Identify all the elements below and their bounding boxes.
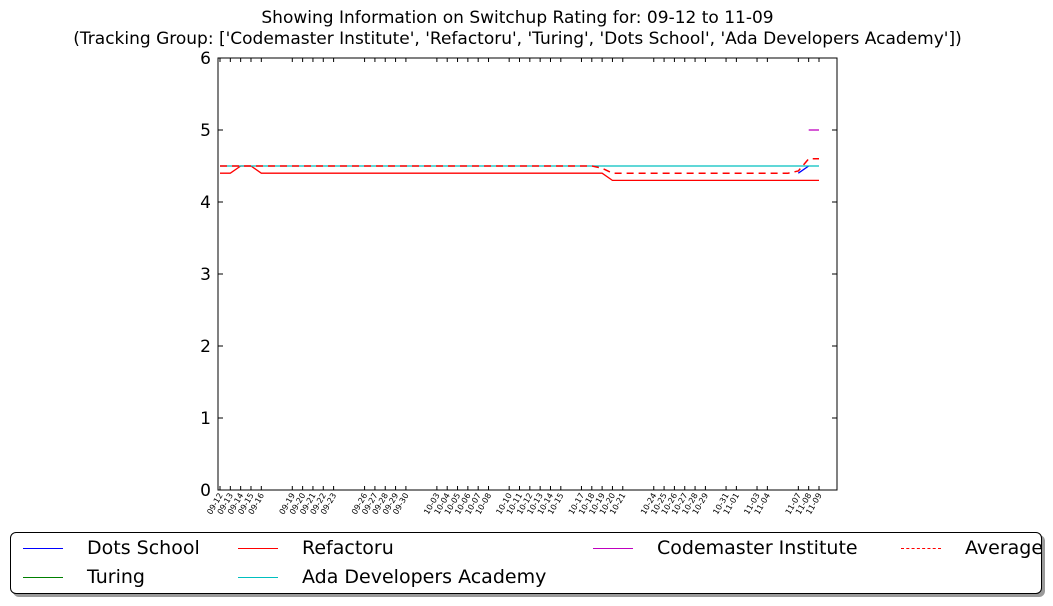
y-tick-label: 1	[200, 409, 211, 429]
legend-item-codemaster-institute: Codemaster Institute	[593, 536, 858, 560]
y-tick-label: 3	[200, 265, 211, 285]
legend-swatch	[23, 547, 63, 549]
plot-area	[217, 57, 838, 491]
series-line-dots-school	[797, 165, 810, 174]
legend-swatch	[593, 547, 633, 549]
legend-swatch	[23, 576, 63, 578]
legend-label: Turing	[87, 566, 145, 588]
legend-item-refactoru: Refactoru	[238, 536, 394, 560]
legend-swatch	[238, 547, 278, 549]
legend-item-turing: Turing	[23, 565, 145, 589]
legend-label: Dots School	[87, 537, 200, 559]
legend-swatch	[238, 576, 278, 578]
legend-item-dots-school: Dots School	[23, 536, 200, 560]
legend-label: Refactoru	[302, 537, 394, 559]
chart-title-block: Showing Information on Switchup Rating f…	[0, 8, 1035, 50]
legend-item-average: Average	[901, 536, 1043, 560]
series-line-average	[220, 158, 819, 174]
y-tick-label: 6	[200, 49, 211, 69]
legend-label: Average	[965, 537, 1044, 559]
chart-legend: Dots School Turing Refactoru Ada Develop…	[10, 532, 1043, 594]
legend-label: Codemaster Institute	[657, 537, 858, 559]
legend-label: Ada Developers Academy	[302, 566, 547, 588]
legend-swatch	[901, 547, 941, 549]
y-tick-label: 4	[200, 193, 211, 213]
series-line-refactoru	[220, 165, 819, 182]
chart-subtitle: (Tracking Group: ['Codemaster Institute'…	[73, 29, 962, 49]
y-tick-label: 0	[200, 481, 211, 501]
y-tick-label: 2	[200, 337, 211, 357]
legend-item-ada-developers-academy: Ada Developers Academy	[238, 565, 546, 589]
y-tick-label: 5	[200, 121, 211, 141]
chart-title: Showing Information on Switchup Rating f…	[261, 8, 774, 28]
